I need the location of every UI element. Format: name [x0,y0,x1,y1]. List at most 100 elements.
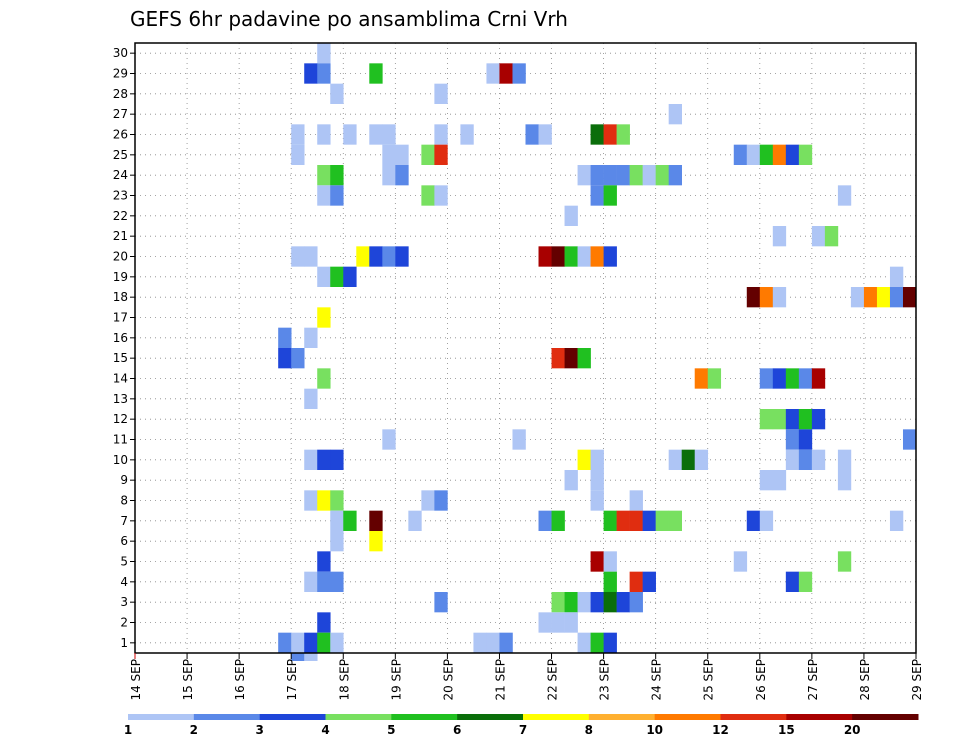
precip-cell [512,63,526,84]
precip-cell [317,266,331,287]
precip-cell [785,144,800,165]
y-tick-label: 3 [120,595,128,609]
precip-cell [746,510,761,531]
precip-cell [291,144,305,165]
precip-cell [577,449,591,470]
precip-cell [590,490,604,511]
precip-cell [343,266,357,287]
precip-cell [551,612,565,633]
colorbar-label: 1 [124,723,132,737]
precip-cell [304,490,318,511]
precip-cell [304,327,318,348]
precip-cell [330,266,344,287]
precip-cell [590,124,604,145]
precip-cell [590,246,604,267]
y-tick-label: 23 [113,189,128,203]
precip-cell [668,510,682,531]
precip-cell [304,246,318,267]
precip-cell [785,449,800,470]
colorbar-swatch [193,714,261,720]
y-tick-label: 30 [113,46,128,60]
colorbar-swatch [654,714,721,720]
precip-cell [772,144,787,165]
precip-cell [590,632,604,653]
y-tick-label: 17 [113,311,128,325]
precip-cell [811,226,826,247]
colorbar-label: 15 [778,723,795,737]
x-axis: 14 SEP 15 SEP 16 SEP 17 SEP 18 SEP 19 SEP 20 S… [129,653,924,701]
y-tick-label: 12 [113,412,128,426]
precip-cell [590,551,604,572]
precip-cell [629,571,643,592]
precip-cell [330,185,344,206]
precip-cell [772,368,787,389]
precip-cell [577,632,591,653]
precip-cell [304,571,318,592]
precip-cell [577,592,591,613]
precip-cell [837,185,852,206]
colorbar-swatch [325,714,392,720]
colorbar: 1 2 3 4 5 6 7 8 10 12 15 20 [124,714,919,737]
y-tick-label: 4 [120,575,128,589]
y-tick-label: 6 [120,534,128,548]
x-tick-label: 26 SEP [754,659,768,701]
x-tick-label: 22 SEP [546,659,560,701]
y-tick-label: 1 [120,636,128,650]
x-tick-label: 27 SEP [806,659,820,701]
y-tick-label: 27 [113,107,128,121]
precip-cell [551,348,565,369]
precip-cell [655,165,669,186]
precip-cell [837,470,852,491]
precip-cell [538,124,552,145]
precip-cell [642,165,656,186]
precip-cell [408,510,422,531]
precip-cell [434,124,448,145]
colorbar-swatch [786,714,853,720]
precip-cell [434,83,448,104]
x-tick-label: 23 SEP [598,659,612,701]
precip-cell [369,124,383,145]
precip-cell [694,449,709,470]
x-tick-label: 28 SEP [858,659,872,701]
x-tick-label: 14 SEP [129,659,143,701]
precip-cell [746,287,761,308]
x-tick-label: 24 SEP [650,659,664,701]
precip-cell [889,287,904,308]
precip-cell [330,83,344,104]
y-tick-label: 13 [113,392,128,406]
colorbar-swatch [852,714,919,720]
precip-cell [772,409,787,430]
precip-cell [278,327,292,348]
precip-cell [538,246,552,267]
colorbar-label: 7 [519,723,527,737]
precip-cell [317,449,331,470]
precip-cell [759,409,774,430]
y-tick-label: 11 [113,433,128,447]
precip-cell [811,368,826,389]
x-tick-label: 17 SEP [285,659,299,701]
chart-title: GEFS 6hr padavine po ansamblima Crni Vrh [130,7,568,31]
precip-cell [369,510,383,531]
precip-cell [798,571,813,592]
precip-cells [278,43,917,661]
precip-cell [668,165,682,186]
precip-cell [317,368,331,389]
precip-cell [304,63,318,84]
precip-cell [759,470,774,491]
colorbar-swatch [128,714,195,720]
precip-cell [434,592,448,613]
precip-cell [395,144,409,165]
precip-cell [590,449,604,470]
precip-cell [603,592,617,613]
precip-cell [837,449,852,470]
y-tick-label: 19 [113,270,128,284]
precip-cell [902,429,917,450]
precip-cell [798,409,813,430]
precip-cell [486,632,500,653]
precip-cell [317,124,331,145]
precip-cell [538,510,552,531]
y-tick-label: 15 [113,351,128,365]
precip-cell [343,124,357,145]
precip-cell [564,470,578,491]
precip-cell [304,632,318,653]
